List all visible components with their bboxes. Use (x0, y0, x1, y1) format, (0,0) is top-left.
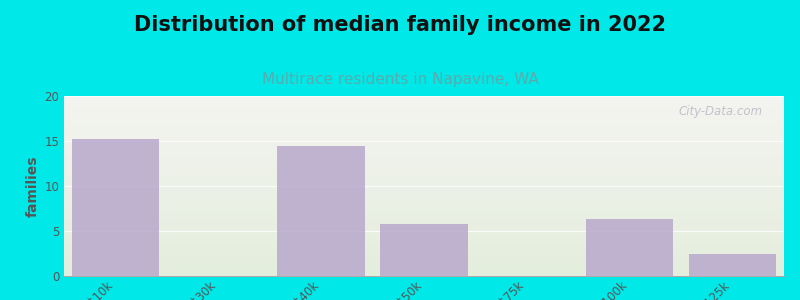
Bar (689, 254, 776, 276)
Bar (278, 146, 365, 276)
Text: Distribution of median family income in 2022: Distribution of median family income in … (134, 15, 666, 35)
Bar (72, 139, 159, 276)
Y-axis label: families: families (26, 155, 40, 217)
Bar (586, 219, 674, 276)
Text: City-Data.com: City-Data.com (678, 105, 762, 118)
Bar (380, 224, 468, 276)
Text: Multirace residents in Napavine, WA: Multirace residents in Napavine, WA (262, 72, 538, 87)
